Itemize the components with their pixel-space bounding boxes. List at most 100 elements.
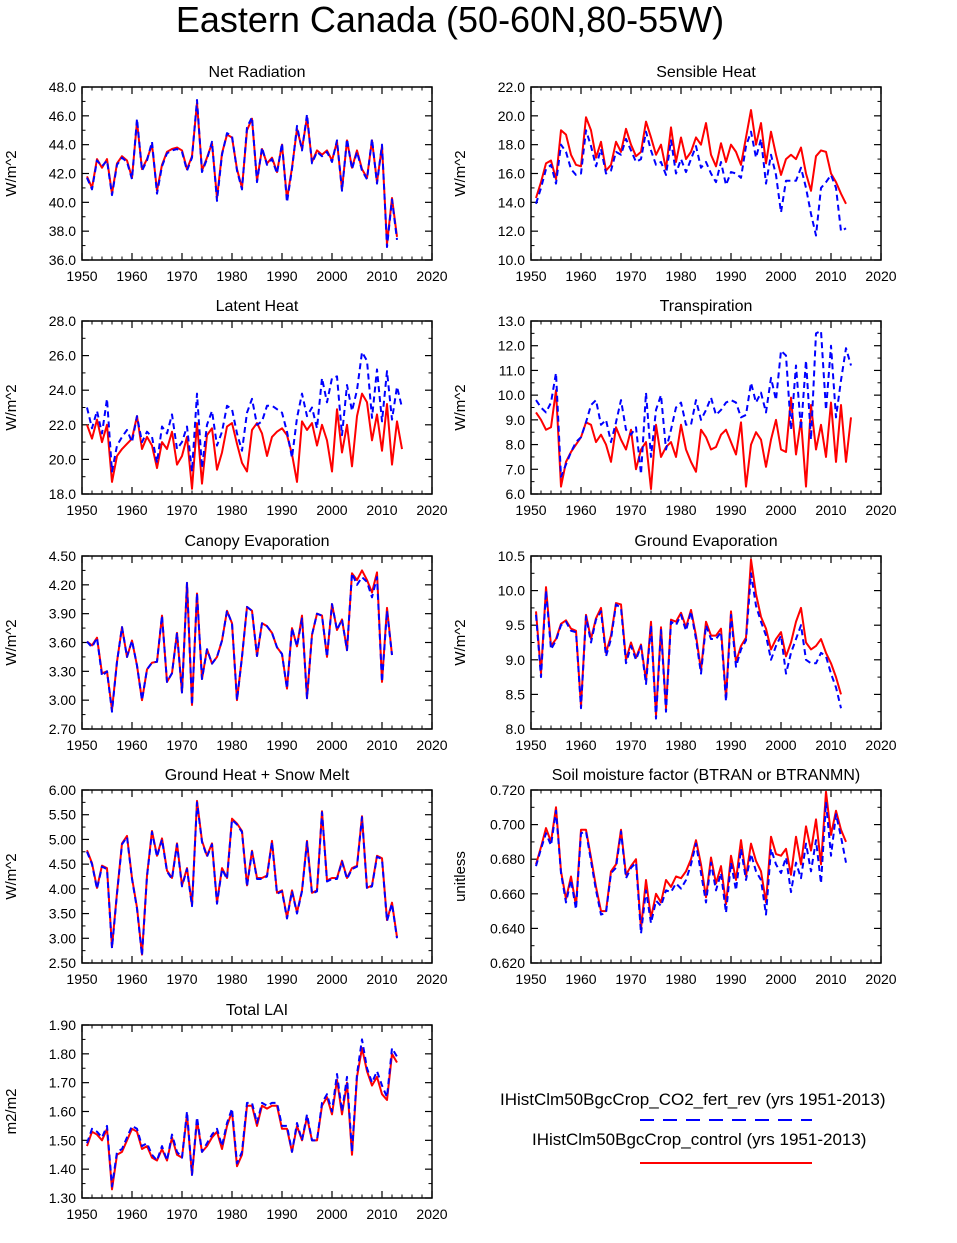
series-line-co2-fert-rev bbox=[535, 801, 847, 935]
plot-frame bbox=[81, 1024, 433, 1199]
y-tick-label: 5.50 bbox=[49, 807, 76, 823]
x-tick-label: 1970 bbox=[166, 971, 197, 987]
chart-transpiration: Transpiration 1950 1960 1970 1980 1990 2000 201… bbox=[449, 295, 911, 539]
x-tick-label: 1960 bbox=[565, 502, 596, 518]
chart-ground-evaporation: Ground Evaporation 1950 1960 1970 1980 1990 20… bbox=[449, 530, 911, 774]
x-tick-label: 1990 bbox=[266, 268, 297, 284]
chart-svg: Canopy Evaporation 1950 1960 1970 1980 1990 20… bbox=[3, 533, 448, 753]
chart-sensible-heat: Sensible Heat 1950 1960 1970 1980 1990 2000 201… bbox=[449, 61, 911, 305]
chart-canopy-evaporation: Canopy Evaporation 1950 1960 1970 1980 1990 20… bbox=[0, 530, 462, 774]
x-tick-label: 1980 bbox=[216, 502, 247, 518]
x-tick-label: 1970 bbox=[615, 737, 646, 753]
y-tick-label: 48.0 bbox=[49, 79, 76, 95]
series-line-control bbox=[535, 790, 847, 930]
x-tick-label: 1950 bbox=[515, 268, 546, 284]
y-tick-label: 3.30 bbox=[49, 663, 76, 679]
y-tick-label: 1.90 bbox=[49, 1017, 76, 1033]
x-tick-label: 2000 bbox=[316, 737, 347, 753]
y-tick-label: 18.0 bbox=[498, 137, 525, 153]
y-tick-label: 1.50 bbox=[49, 1132, 76, 1148]
x-tick-label: 1990 bbox=[266, 737, 297, 753]
x-tick-label: 1950 bbox=[66, 971, 97, 987]
y-tick-label: 46.0 bbox=[49, 108, 76, 124]
x-tick-label: 1970 bbox=[166, 268, 197, 284]
series-line-co2-fert-rev bbox=[86, 801, 398, 957]
x-tick-label: 2020 bbox=[416, 1206, 447, 1222]
x-tick-label: 2000 bbox=[316, 1206, 347, 1222]
y-tick-label: 7.0 bbox=[506, 461, 526, 477]
series-line-control bbox=[535, 558, 842, 717]
page-title: Eastern Canada (50-60N,80-55W) bbox=[175, 0, 725, 40]
x-tick-label: 2000 bbox=[765, 737, 796, 753]
y-tick-label: 8.0 bbox=[506, 437, 526, 453]
x-tick-label: 1970 bbox=[615, 268, 646, 284]
x-tick-label: 1980 bbox=[665, 971, 696, 987]
y-tick-label: 6.00 bbox=[49, 782, 76, 798]
x-tick-label: 1990 bbox=[715, 737, 746, 753]
series-line-co2-fert-rev bbox=[535, 572, 842, 720]
chart-title: Sensible Heat bbox=[656, 64, 756, 81]
x-tick-label: 1990 bbox=[715, 971, 746, 987]
y-tick-label: 3.00 bbox=[49, 930, 76, 946]
y-tick-label: 0.700 bbox=[490, 817, 525, 833]
y-tick-label: 10.0 bbox=[498, 387, 525, 403]
legend-label-co2-fert-rev: IHistClm50BgcCrop_CO2_fert_rev (yrs 1951… bbox=[500, 1090, 886, 1109]
y-tick-label: 14.0 bbox=[498, 194, 525, 210]
y-tick-label: 16.0 bbox=[498, 166, 525, 182]
chart-svg: Ground Evaporation 1950 1960 1970 1980 1990 20… bbox=[452, 533, 897, 753]
x-tick-label: 2000 bbox=[765, 502, 796, 518]
y-tick-label: 2.70 bbox=[49, 721, 76, 737]
chart-svg: Sensible Heat 1950 1960 1970 1980 1990 2000 201… bbox=[452, 64, 897, 284]
legend-line-co2-fert-rev bbox=[640, 1119, 812, 1121]
y-tick-label: 38.0 bbox=[49, 223, 76, 239]
y-tick-label: 3.50 bbox=[49, 906, 76, 922]
x-tick-label: 2020 bbox=[416, 737, 447, 753]
chart-svg: Total LAI 1950 1960 1970 1980 1990 2000 2010 202… bbox=[3, 1002, 448, 1222]
x-tick-label: 2000 bbox=[765, 268, 796, 284]
chart-title: Total LAI bbox=[226, 1002, 288, 1019]
y-tick-label: 0.660 bbox=[490, 886, 525, 902]
x-tick-label: 1950 bbox=[515, 737, 546, 753]
x-tick-label: 1980 bbox=[216, 737, 247, 753]
y-axis-label: unitless bbox=[452, 851, 469, 902]
chart-title: Ground Heat + Snow Melt bbox=[165, 767, 350, 784]
y-axis-label: m2/m2 bbox=[3, 1089, 20, 1135]
series-line-co2-fert-rev bbox=[86, 98, 398, 249]
plot-frame bbox=[530, 320, 882, 495]
chart-ground-heat-snow-melt: Ground Heat + Snow Melt 1950 1960 1970 1980 1… bbox=[0, 764, 462, 1008]
y-tick-label: 13.0 bbox=[498, 313, 525, 329]
x-tick-label: 2000 bbox=[316, 502, 347, 518]
chart-title: Net Radiation bbox=[209, 64, 306, 81]
y-tick-label: 1.80 bbox=[49, 1046, 76, 1062]
x-tick-label: 1990 bbox=[715, 502, 746, 518]
chart-title: Transpiration bbox=[660, 298, 753, 315]
x-tick-label: 2010 bbox=[366, 502, 397, 518]
series-line-control bbox=[535, 389, 852, 491]
y-tick-label: 44.0 bbox=[49, 137, 76, 153]
x-tick-label: 1970 bbox=[615, 971, 646, 987]
y-tick-label: 3.00 bbox=[49, 692, 76, 708]
chart-soil-moisture-factor: Soil moisture factor (BTRAN or BTRANMN) 1… bbox=[449, 764, 911, 1008]
x-tick-label: 1950 bbox=[515, 502, 546, 518]
y-tick-label: 12.0 bbox=[498, 338, 525, 354]
y-tick-label: 9.0 bbox=[506, 652, 526, 668]
y-tick-label: 1.40 bbox=[49, 1161, 76, 1177]
x-tick-label: 2010 bbox=[815, 737, 846, 753]
x-tick-label: 1970 bbox=[166, 1206, 197, 1222]
y-tick-label: 4.00 bbox=[49, 881, 76, 897]
y-tick-label: 28.0 bbox=[49, 313, 76, 329]
y-tick-label: 18.0 bbox=[49, 486, 76, 502]
x-tick-label: 2000 bbox=[316, 268, 347, 284]
chart-svg: Net Radiation 1950 1960 1970 1980 1990 2000 201… bbox=[3, 64, 448, 284]
x-tick-label: 2020 bbox=[865, 737, 896, 753]
series-line-control bbox=[86, 101, 398, 246]
y-tick-label: 22.0 bbox=[49, 417, 76, 433]
chart-title: Latent Heat bbox=[216, 298, 299, 315]
y-tick-label: 0.640 bbox=[490, 920, 525, 936]
y-tick-label: 8.0 bbox=[506, 721, 526, 737]
x-tick-label: 2020 bbox=[416, 971, 447, 987]
x-tick-label: 2020 bbox=[865, 268, 896, 284]
x-tick-label: 1960 bbox=[116, 1206, 147, 1222]
plot-frame bbox=[81, 320, 433, 495]
y-tick-label: 4.50 bbox=[49, 856, 76, 872]
